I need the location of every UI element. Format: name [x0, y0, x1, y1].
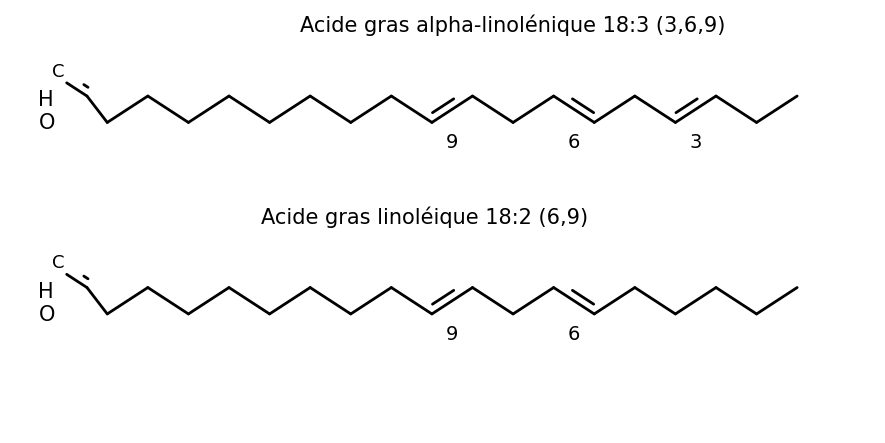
Text: O: O — [38, 305, 55, 325]
Text: C: C — [52, 254, 65, 272]
Text: 6: 6 — [568, 325, 581, 344]
Text: 6: 6 — [568, 133, 581, 152]
Text: 9: 9 — [446, 133, 458, 152]
Text: Acide gras alpha-linolénique 18:3 (3,6,9): Acide gras alpha-linolénique 18:3 (3,6,9… — [300, 15, 726, 36]
Text: H: H — [38, 282, 54, 302]
Text: 9: 9 — [446, 325, 458, 344]
Text: 3: 3 — [689, 133, 702, 152]
Text: O: O — [38, 113, 55, 133]
Text: C: C — [52, 62, 65, 81]
Text: Acide gras linoléique 18:2 (6,9): Acide gras linoléique 18:2 (6,9) — [261, 206, 589, 228]
Text: H: H — [38, 90, 54, 110]
